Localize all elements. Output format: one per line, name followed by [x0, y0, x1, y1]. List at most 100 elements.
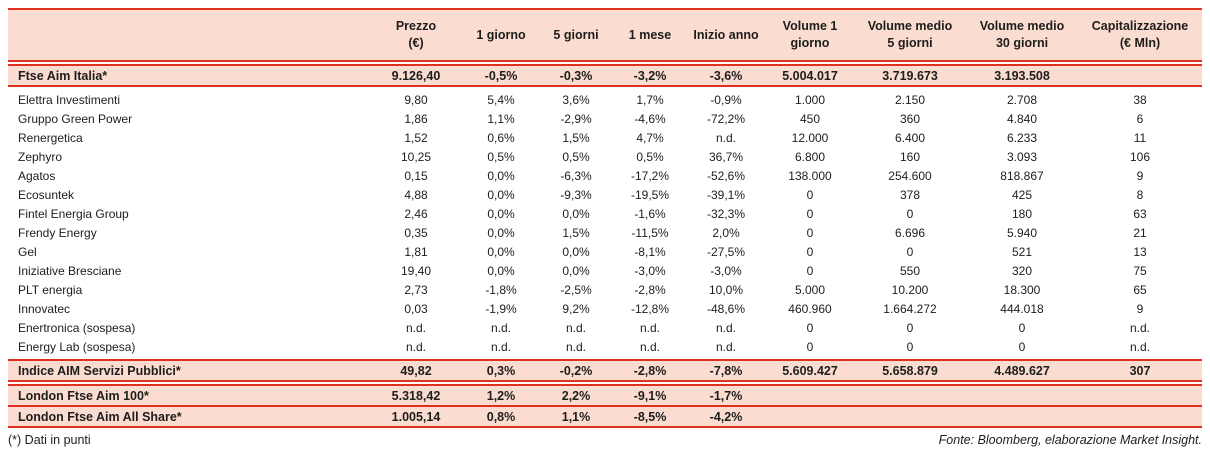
cell: 13 — [1078, 242, 1202, 261]
cell: 0 — [854, 318, 966, 337]
cell: 18.300 — [966, 280, 1078, 299]
table-row: Frendy Energy 0,35 0,0% 1,5% -11,5% 2,0% 0 6.69… — [8, 223, 1202, 242]
cell: 5.609.427 — [766, 359, 854, 382]
cell: 320 — [966, 261, 1078, 280]
table-row: Fintel Energia Group 2,46 0,0% 0,0% -1,6% -32… — [8, 204, 1202, 223]
cell: 106 — [1078, 147, 1202, 166]
cell: 0 — [766, 318, 854, 337]
cell: 0,5% — [538, 147, 614, 166]
cell: 444.018 — [966, 299, 1078, 318]
table-row: Innovatec 0,03 -1,9% 9,2% -12,8% -48,6% 460.96… — [8, 299, 1202, 318]
header-cell: Capitalizzazione (€ Mln) — [1078, 8, 1202, 62]
cell: n.d. — [614, 337, 686, 356]
cell: 0,0% — [538, 261, 614, 280]
cell: 1.664.272 — [854, 299, 966, 318]
cell: 2.150 — [854, 90, 966, 109]
cell: 0,3% — [464, 359, 538, 382]
table-row: Energy Lab (sospesa) n.d. n.d. n.d. n.d. n.d.… — [8, 337, 1202, 356]
cell: -1,7% — [686, 384, 766, 407]
row-name: PLT energia — [8, 280, 368, 299]
cell: 9 — [1078, 166, 1202, 185]
cell: 5.000 — [766, 280, 854, 299]
cell: 0 — [854, 204, 966, 223]
table-row: London Ftse Aim All Share* 1.005,14 0,8% 1,… — [8, 405, 1202, 428]
cell: n.d. — [464, 337, 538, 356]
row-name: London Ftse Aim 100* — [8, 384, 368, 407]
cell: -11,5% — [614, 223, 686, 242]
footnote: (*) Dati in punti — [8, 433, 91, 447]
cell — [966, 405, 1078, 428]
cell: 1,1% — [538, 405, 614, 428]
cell: -0,9% — [686, 90, 766, 109]
cell: 0,0% — [464, 223, 538, 242]
cell: -17,2% — [614, 166, 686, 185]
cell: -4,2% — [686, 405, 766, 428]
cell: 180 — [966, 204, 1078, 223]
cell: 2,46 — [368, 204, 464, 223]
cell: 2,2% — [538, 384, 614, 407]
cell: -0,3% — [538, 64, 614, 87]
table-row: Ecosuntek 4,88 0,0% -9,3% -19,5% -39,1% 0 378 42… — [8, 185, 1202, 204]
cell: 450 — [766, 109, 854, 128]
cell: n.d. — [686, 128, 766, 147]
cell: 3.093 — [966, 147, 1078, 166]
section-spacer — [8, 61, 1202, 65]
table-row: London Ftse Aim 100* 5.318,42 1,2% 2,2% -9,1… — [8, 384, 1202, 407]
cell: -39,1% — [686, 185, 766, 204]
cell: -32,3% — [686, 204, 766, 223]
cell: 10,25 — [368, 147, 464, 166]
header-cell: Volume 1 giorno — [766, 8, 854, 62]
cell: 1,7% — [614, 90, 686, 109]
row-name: Ecosuntek — [8, 185, 368, 204]
cell — [854, 405, 966, 428]
row-name: Renergetica — [8, 128, 368, 147]
cell: 9.126,40 — [368, 64, 464, 87]
table-row: Zephyro 10,25 0,5% 0,5% 0,5% 36,7% 6.800 160 3.0… — [8, 147, 1202, 166]
row-name: Indice AIM Servizi Pubblici* — [8, 359, 368, 382]
cell: 0 — [766, 242, 854, 261]
cell: -2,8% — [614, 280, 686, 299]
cell: 1,81 — [368, 242, 464, 261]
cell: 2,0% — [686, 223, 766, 242]
cell: 65 — [1078, 280, 1202, 299]
cell: 307 — [1078, 359, 1202, 382]
table-row: Gruppo Green Power 1,86 1,1% -2,9% -4,6% -72,… — [8, 109, 1202, 128]
cell: n.d. — [538, 337, 614, 356]
cell: 0,0% — [538, 242, 614, 261]
cell: 0,5% — [614, 147, 686, 166]
cell: 3.719.673 — [854, 64, 966, 87]
cell: 1,1% — [464, 109, 538, 128]
section-spacer — [8, 356, 1202, 360]
cell: 0,0% — [464, 166, 538, 185]
cell: 360 — [854, 109, 966, 128]
cell: 21 — [1078, 223, 1202, 242]
cell: 6.400 — [854, 128, 966, 147]
cell: n.d. — [1078, 337, 1202, 356]
cell: 10.200 — [854, 280, 966, 299]
cell: 550 — [854, 261, 966, 280]
cell: 0,03 — [368, 299, 464, 318]
table-row: Iniziative Bresciane 19,40 0,0% 0,0% -3,0% -3… — [8, 261, 1202, 280]
header-cell: Volume medio 5 giorni — [854, 8, 966, 62]
header-cell: Volume medio 30 giorni — [966, 8, 1078, 62]
cell: 254.600 — [854, 166, 966, 185]
table-row: Indice AIM Servizi Pubblici* 49,82 0,3% -0,… — [8, 359, 1202, 382]
cell: 1,5% — [538, 128, 614, 147]
cell: 0,15 — [368, 166, 464, 185]
cell: 0 — [966, 318, 1078, 337]
market-insight-table-page: Prezzo (€) 1 giorno 5 giorni 1 mese Inizio an… — [8, 8, 1202, 447]
section-spacer — [8, 86, 1202, 90]
cell: 3,6% — [538, 90, 614, 109]
cell: 3.193.508 — [966, 64, 1078, 87]
cell: -0,5% — [464, 64, 538, 87]
cell: 6.696 — [854, 223, 966, 242]
cell: 0,35 — [368, 223, 464, 242]
row-name: Gruppo Green Power — [8, 109, 368, 128]
cell: 0,0% — [538, 204, 614, 223]
cell: 4,88 — [368, 185, 464, 204]
cell: 425 — [966, 185, 1078, 204]
row-name: Ftse Aim Italia* — [8, 64, 368, 87]
cell: -6,3% — [538, 166, 614, 185]
row-name: Innovatec — [8, 299, 368, 318]
cell: 160 — [854, 147, 966, 166]
